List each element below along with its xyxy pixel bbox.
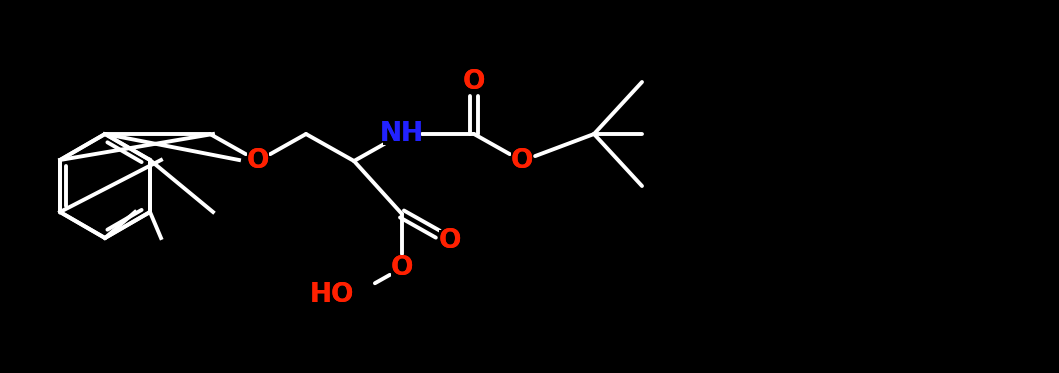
Text: O: O bbox=[247, 148, 269, 174]
Text: NH: NH bbox=[380, 121, 424, 147]
FancyBboxPatch shape bbox=[463, 71, 485, 93]
FancyBboxPatch shape bbox=[335, 284, 373, 306]
FancyBboxPatch shape bbox=[511, 150, 533, 172]
FancyBboxPatch shape bbox=[391, 257, 413, 279]
Text: O: O bbox=[438, 228, 462, 254]
FancyBboxPatch shape bbox=[439, 230, 461, 252]
Text: O: O bbox=[247, 148, 269, 174]
Text: HO: HO bbox=[309, 282, 354, 308]
Text: HO: HO bbox=[309, 282, 354, 308]
FancyBboxPatch shape bbox=[247, 150, 269, 172]
Text: O: O bbox=[391, 255, 413, 281]
Text: O: O bbox=[510, 148, 534, 174]
Text: O: O bbox=[391, 255, 413, 281]
Text: NH: NH bbox=[380, 121, 424, 147]
Text: O: O bbox=[510, 148, 534, 174]
Text: O: O bbox=[463, 69, 485, 95]
Text: O: O bbox=[438, 228, 462, 254]
Text: O: O bbox=[463, 69, 485, 95]
FancyBboxPatch shape bbox=[383, 123, 421, 145]
